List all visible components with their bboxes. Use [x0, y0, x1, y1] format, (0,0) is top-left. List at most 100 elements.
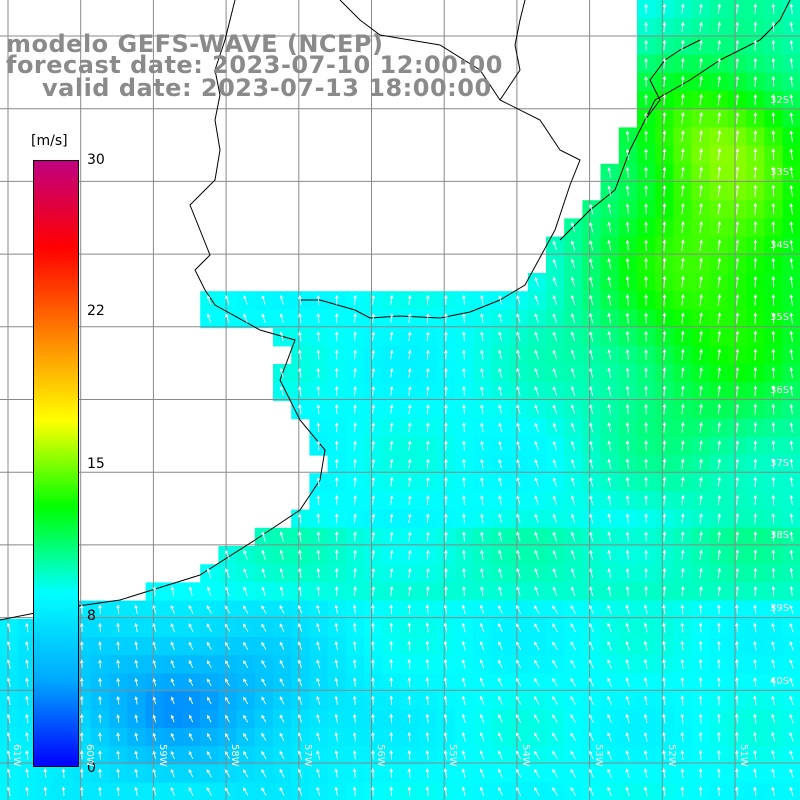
wind-arrow: [334, 476, 339, 487]
wind-arrow: [444, 385, 448, 396]
wind-arrow: [771, 239, 776, 252]
wind-arrow: [570, 294, 576, 305]
wind-arrow: [6, 622, 11, 633]
wind-arrow: [717, 148, 722, 161]
wind-arrow: [771, 112, 776, 124]
wind-arrow: [552, 367, 558, 378]
wind-arrow: [699, 239, 703, 252]
wind-arrow: [43, 768, 48, 778]
wind-arrow: [789, 330, 794, 342]
wind-arrow: [644, 513, 648, 524]
wind-arrow: [443, 677, 448, 687]
lat-label-34s: 34S: [770, 240, 790, 251]
wind-arrow: [588, 695, 594, 705]
wind-arrow: [771, 348, 776, 361]
wind-arrow: [735, 677, 739, 688]
wind-arrow: [588, 659, 594, 669]
wind-arrow: [98, 786, 102, 797]
wind-arrow: [352, 677, 357, 687]
wind-arrow: [662, 239, 667, 252]
wind-arrow: [570, 677, 576, 687]
wind-arrow: [681, 221, 685, 233]
wind-arrow: [298, 513, 302, 524]
wind-arrow: [681, 57, 685, 69]
wind-arrow: [789, 731, 794, 742]
wind-arrow: [6, 659, 11, 669]
wind-arrow: [589, 531, 594, 542]
wind-arrow: [316, 331, 321, 342]
wind-arrow: [771, 476, 776, 487]
wind-arrow: [297, 641, 303, 651]
coastline: [0, 0, 791, 621]
wind-speed-cell: [254, 782, 274, 800]
wind-arrow: [699, 257, 703, 270]
wind-arrow: [479, 659, 485, 669]
wind-arrow: [789, 76, 794, 87]
wind-arrow: [225, 733, 230, 741]
wind-arrow: [498, 513, 503, 524]
lon-label-59w: 59W: [157, 744, 168, 767]
wind-arrow: [479, 768, 485, 778]
wind-arrow: [589, 240, 594, 251]
wind-arrow: [426, 313, 430, 324]
wind-arrow: [516, 386, 521, 396]
wind-arrow: [607, 641, 612, 651]
wind-arrow: [152, 659, 157, 669]
wind-arrow: [680, 513, 685, 524]
wind-arrow: [425, 786, 430, 797]
lon-label-54w: 54W: [520, 744, 531, 767]
wind-arrow: [625, 677, 630, 687]
wind-arrow: [789, 294, 794, 306]
wind-arrow: [497, 786, 503, 796]
wind-arrow: [625, 768, 630, 778]
wind-arrow: [79, 604, 84, 615]
wind-arrow: [352, 695, 357, 706]
wind-arrow: [644, 403, 648, 415]
wind-arrow: [371, 349, 376, 360]
wind-arrow: [534, 495, 539, 505]
wind-arrow: [279, 714, 285, 723]
wind-arrow: [534, 623, 540, 632]
wind-arrow: [735, 202, 740, 215]
wind-arrow: [462, 367, 466, 378]
lon-label-55w: 55W: [447, 744, 458, 767]
wind-arrow: [279, 531, 284, 542]
wind-arrow: [570, 349, 576, 360]
wind-arrow: [516, 695, 522, 705]
wind-arrow: [516, 477, 521, 487]
wind-arrow: [516, 422, 521, 433]
wind-arrow: [371, 458, 376, 469]
wind-arrow: [480, 294, 484, 305]
wind-arrow: [316, 440, 321, 451]
wind-arrow: [444, 367, 448, 378]
wind-arrow: [589, 258, 594, 269]
wind-arrow: [607, 294, 612, 306]
wind-arrow: [789, 659, 794, 669]
wind-arrow: [771, 549, 776, 560]
wind-arrow: [407, 622, 412, 633]
wind-arrow: [279, 313, 284, 323]
wind-arrow: [444, 294, 448, 305]
wind-arrow: [625, 130, 630, 142]
wind-arrow: [552, 495, 558, 505]
wind-arrow: [6, 695, 11, 706]
wind-arrow: [588, 641, 594, 651]
wind-arrow: [480, 567, 484, 578]
wind-speed-cell: [782, 655, 800, 674]
wind-arrow: [353, 349, 357, 360]
wind-arrow: [699, 21, 703, 33]
wind-arrow: [498, 331, 503, 342]
wind-arrow: [516, 404, 521, 414]
wind-arrow: [644, 421, 648, 433]
wind-arrow: [316, 622, 321, 633]
wind-arrow: [334, 294, 339, 305]
wind-arrow: [206, 313, 212, 323]
wind-speed-cell: [527, 782, 547, 800]
wind-arrow: [643, 731, 648, 742]
wind-arrow: [607, 604, 612, 615]
wind-arrow: [371, 585, 376, 597]
wind-arrow: [589, 385, 594, 397]
wind-arrow: [371, 713, 375, 724]
wind-arrow: [407, 422, 412, 433]
wind-arrow: [407, 495, 412, 505]
